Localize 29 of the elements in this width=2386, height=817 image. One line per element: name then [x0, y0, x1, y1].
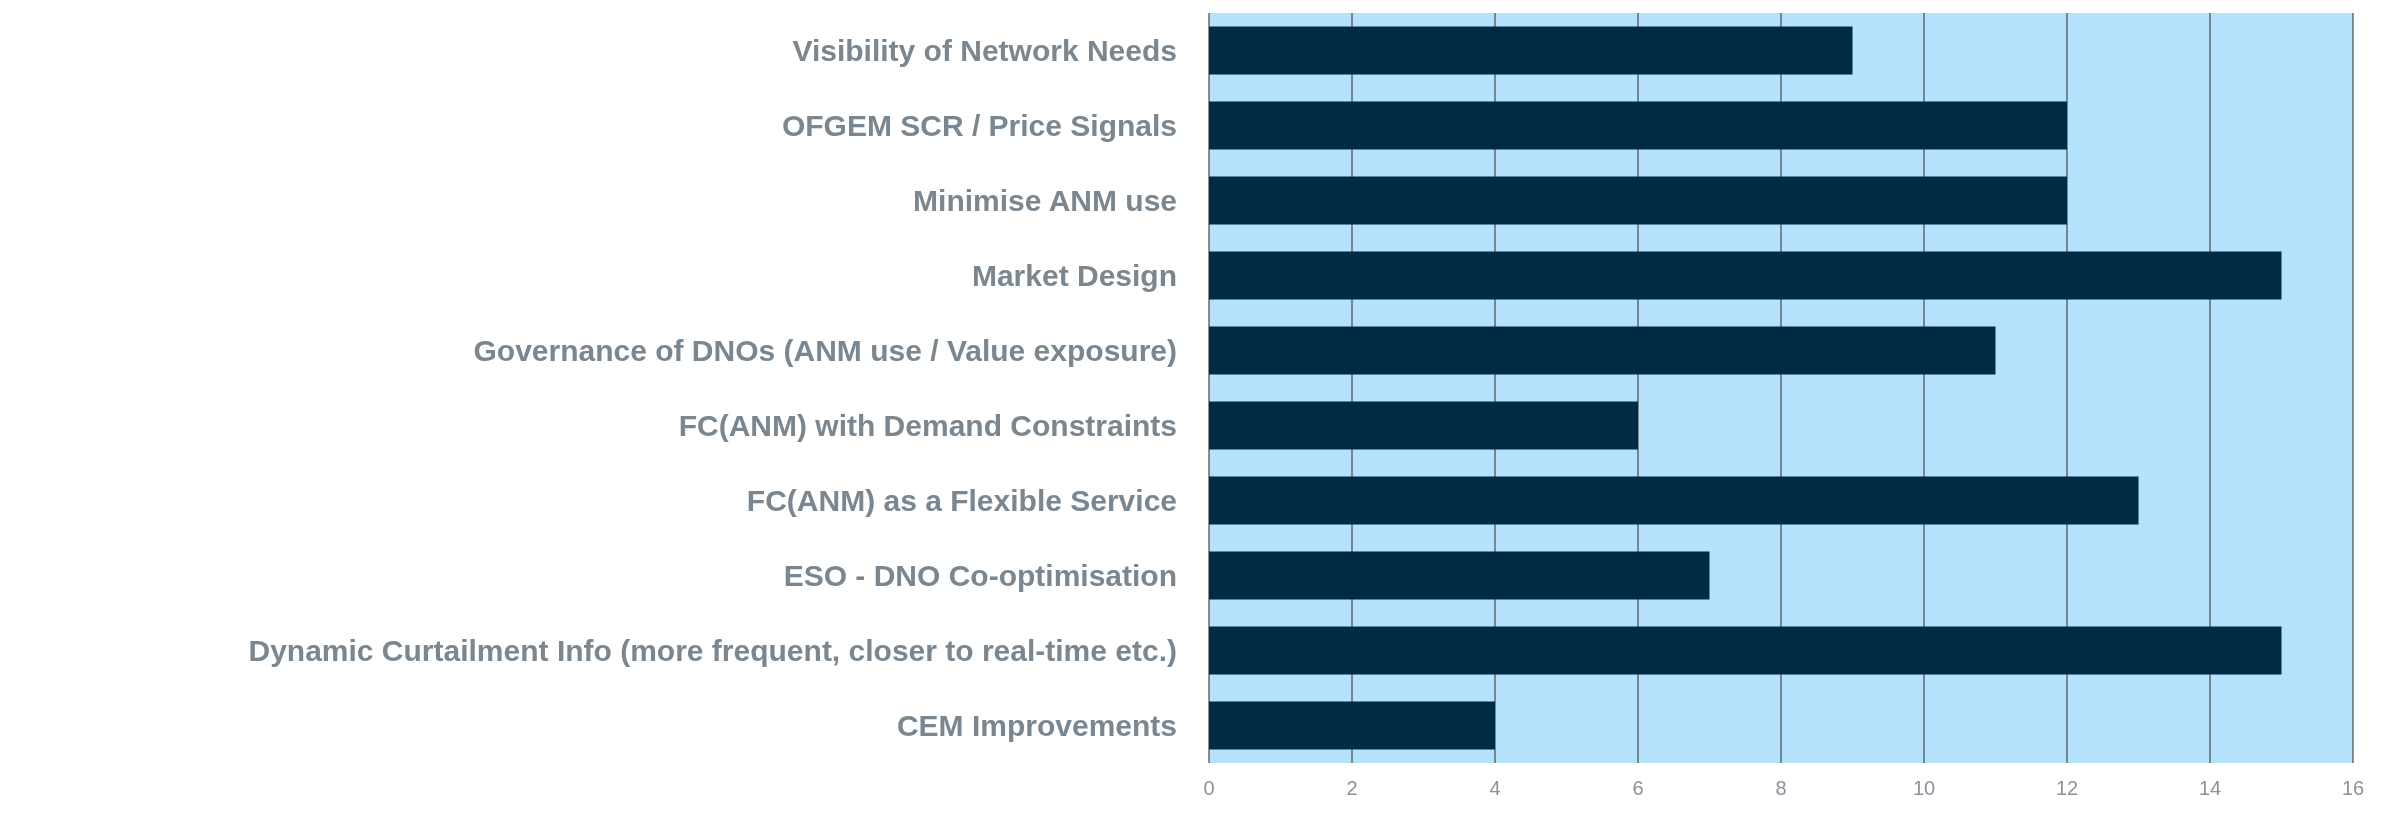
bar: [1209, 26, 1853, 75]
x-tick-label: 2: [1346, 777, 1358, 799]
y-tick-label: Minimise ANM use: [913, 184, 1177, 217]
x-tick-label: 4: [1489, 777, 1501, 799]
bar: [1209, 476, 2139, 525]
y-tick-label: FC(ANM) as a Flexible Service: [746, 484, 1177, 517]
x-tick-label: 8: [1775, 777, 1787, 799]
x-tick-label: 6: [1632, 777, 1644, 799]
bar: [1209, 176, 2067, 225]
y-tick-label: Dynamic Curtailment Info (more frequent, closer to real-time etc.): [248, 634, 1177, 667]
x-tick-label: 14: [2198, 777, 2222, 799]
y-tick-label: FC(ANM) with Demand Constraints: [678, 409, 1177, 442]
x-tick-label: 10: [1912, 777, 1936, 799]
bar: [1209, 251, 2282, 300]
y-tick-label: Market Design: [971, 259, 1177, 292]
bar: [1209, 101, 2067, 150]
y-tick-label: OFGEM SCR / Price Signals: [781, 109, 1177, 142]
bar: [1209, 701, 1495, 750]
x-tick-label: 16: [2341, 777, 2365, 799]
x-tick-label: 0: [1203, 777, 1215, 799]
bar: [1209, 626, 2282, 675]
y-tick-label: CEM Improvements: [896, 709, 1177, 742]
y-tick-label: ESO - DNO Co-optimisation: [783, 559, 1177, 592]
bar: [1209, 551, 1710, 600]
y-tick-label: Visibility of Network Needs: [792, 34, 1177, 67]
bar: [1209, 326, 1996, 375]
x-tick-label: 12: [2055, 777, 2079, 799]
y-tick-label: Governance of DNOs (ANM use / Value exposure): [473, 334, 1177, 367]
bar: [1209, 401, 1638, 450]
